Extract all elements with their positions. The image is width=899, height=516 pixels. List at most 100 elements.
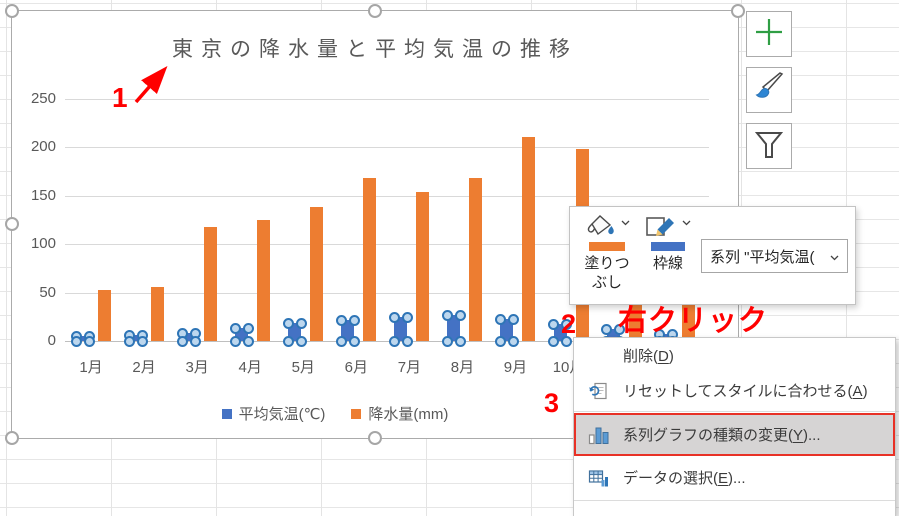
data-point-selection-handle[interactable] <box>123 335 135 347</box>
data-point-selection-handle[interactable] <box>70 335 82 347</box>
menu-item-change-series-chart-type[interactable]: 系列グラフの種類の変更(Y)... <box>574 413 895 456</box>
chart-selection-handle[interactable] <box>730 3 745 18</box>
chevron-down-icon[interactable] <box>830 248 839 265</box>
menu-item-select-data[interactable]: データの選択(E)... <box>574 456 895 499</box>
gridline <box>65 293 709 294</box>
data-point-selection-handle[interactable] <box>454 309 466 321</box>
avg-temp-bar[interactable] <box>76 336 89 341</box>
outline-pencil-icon <box>645 213 678 245</box>
select-data-icon <box>586 468 610 488</box>
data-point-selection-handle[interactable] <box>295 335 307 347</box>
paint-bucket-icon <box>585 213 617 245</box>
data-point-selection-handle[interactable] <box>401 311 413 323</box>
precipitation-bar[interactable] <box>469 178 483 341</box>
data-point-selection-handle[interactable] <box>242 322 254 334</box>
data-point-selection-handle[interactable] <box>614 323 626 335</box>
data-point-selection-handle[interactable] <box>494 335 506 347</box>
avg-temp-bar[interactable] <box>129 335 143 341</box>
data-point-selection-handle[interactable] <box>335 335 347 347</box>
legend-swatch <box>351 408 362 419</box>
data-point-selection-handle[interactable] <box>494 313 506 325</box>
avg-temp-bar[interactable] <box>182 333 196 341</box>
legend-item[interactable]: 降水量(mm) <box>351 403 448 424</box>
precipitation-bar[interactable] <box>310 207 324 341</box>
data-point-selection-handle[interactable] <box>335 314 347 326</box>
menu-item-delete[interactable]: 削除(D) <box>574 340 895 371</box>
data-point-selection-handle[interactable] <box>242 335 254 347</box>
chart-selection-handle[interactable] <box>367 430 382 445</box>
precipitation-bar[interactable] <box>204 227 218 341</box>
avg-temp-bar[interactable] <box>394 317 408 341</box>
data-point-selection-handle[interactable] <box>454 335 466 347</box>
series-selector-dropdown[interactable]: 系列 "平均気温( <box>701 239 848 273</box>
data-point-selection-handle[interactable] <box>561 335 573 347</box>
data-point-selection-handle[interactable] <box>189 335 201 347</box>
data-point-selection-handle[interactable] <box>83 335 95 347</box>
menu-item-reset-to-match-style[interactable]: リセットしてスタイルに合わせる(A) <box>574 371 895 410</box>
menu-separator <box>574 411 895 412</box>
legend-label: 降水量(mm) <box>368 406 449 423</box>
data-point-selection-handle[interactable] <box>441 335 453 347</box>
chart-selection-handle[interactable] <box>4 216 19 231</box>
fill-label: 塗りつ <box>584 255 630 272</box>
precipitation-bar[interactable] <box>416 192 430 341</box>
menu-item-rotation-3d[interactable]: 3-D 回転(R) <box>574 502 895 516</box>
y-tick-label: 250 <box>30 90 56 107</box>
plus-icon <box>752 15 786 54</box>
chart-title[interactable]: 東京の降水量と平均気温の推移 <box>172 38 578 61</box>
legend-item[interactable]: 平均気温(℃) <box>221 403 325 424</box>
data-point-selection-handle[interactable] <box>229 335 241 347</box>
x-tick-label: 9月 <box>503 359 528 376</box>
data-point-selection-handle[interactable] <box>561 318 573 330</box>
data-point-selection-handle[interactable] <box>282 335 294 347</box>
avg-temp-bar[interactable] <box>447 315 461 341</box>
data-point-selection-handle[interactable] <box>507 335 519 347</box>
chart-filters-button[interactable] <box>746 123 792 169</box>
data-point-selection-handle[interactable] <box>136 335 148 347</box>
context-menu: 削除(D) リセットしてスタイルに合わせる(A) 系列グラフの種類の変更(Y)...… <box>573 337 896 516</box>
x-tick-label: 4月 <box>238 359 262 376</box>
precipitation-bar[interactable] <box>363 178 377 341</box>
data-point-selection-handle[interactable] <box>348 314 360 326</box>
chevron-down-icon[interactable] <box>682 213 691 231</box>
chart-styles-button[interactable] <box>746 67 792 113</box>
data-point-selection-handle[interactable] <box>388 311 400 323</box>
y-tick-label: 150 <box>30 187 56 204</box>
chart-selection-handle[interactable] <box>4 3 19 18</box>
data-point-selection-handle[interactable] <box>348 335 360 347</box>
data-point-selection-handle[interactable] <box>388 335 400 347</box>
gridline <box>65 196 709 197</box>
y-tick-label: 200 <box>30 138 56 155</box>
step2-number: 2 <box>561 309 577 339</box>
x-tick-label: 2月 <box>132 359 156 376</box>
data-point-selection-handle[interactable] <box>401 335 413 347</box>
data-point-selection-handle[interactable] <box>176 335 188 347</box>
x-tick-label: 3月 <box>185 359 209 376</box>
data-point-selection-handle[interactable] <box>601 323 613 335</box>
funnel-icon <box>752 127 786 166</box>
data-point-selection-handle[interactable] <box>548 335 560 347</box>
data-point-selection-handle[interactable] <box>229 322 241 334</box>
x-tick-label: 5月 <box>291 359 315 376</box>
chevron-down-icon[interactable] <box>621 213 630 231</box>
precipitation-bar[interactable] <box>257 220 271 341</box>
data-point-selection-handle[interactable] <box>282 317 294 329</box>
data-point-selection-handle[interactable] <box>548 318 560 330</box>
data-point-selection-handle[interactable] <box>441 309 453 321</box>
no-icon <box>586 346 610 366</box>
chart-selection-handle[interactable] <box>367 3 382 18</box>
y-tick-label: 0 <box>47 332 56 349</box>
x-axis-line <box>65 341 709 342</box>
step2-label: 右クリック <box>618 305 769 337</box>
fill-color-button[interactable]: 塗りつ ぶし <box>578 213 636 292</box>
chart-elements-button[interactable] <box>746 11 792 57</box>
data-point-selection-handle[interactable] <box>507 313 519 325</box>
chart-selection-handle[interactable] <box>4 430 19 445</box>
precipitation-bar[interactable] <box>151 287 165 341</box>
chart-legend[interactable]: 平均気温(℃) 降水量(mm) <box>65 403 605 424</box>
precipitation-bar[interactable] <box>522 137 536 341</box>
precipitation-bar[interactable] <box>98 290 111 341</box>
outline-label: 枠線 <box>652 255 683 272</box>
data-point-selection-handle[interactable] <box>295 317 307 329</box>
outline-color-button[interactable]: 枠線 <box>642 213 694 273</box>
